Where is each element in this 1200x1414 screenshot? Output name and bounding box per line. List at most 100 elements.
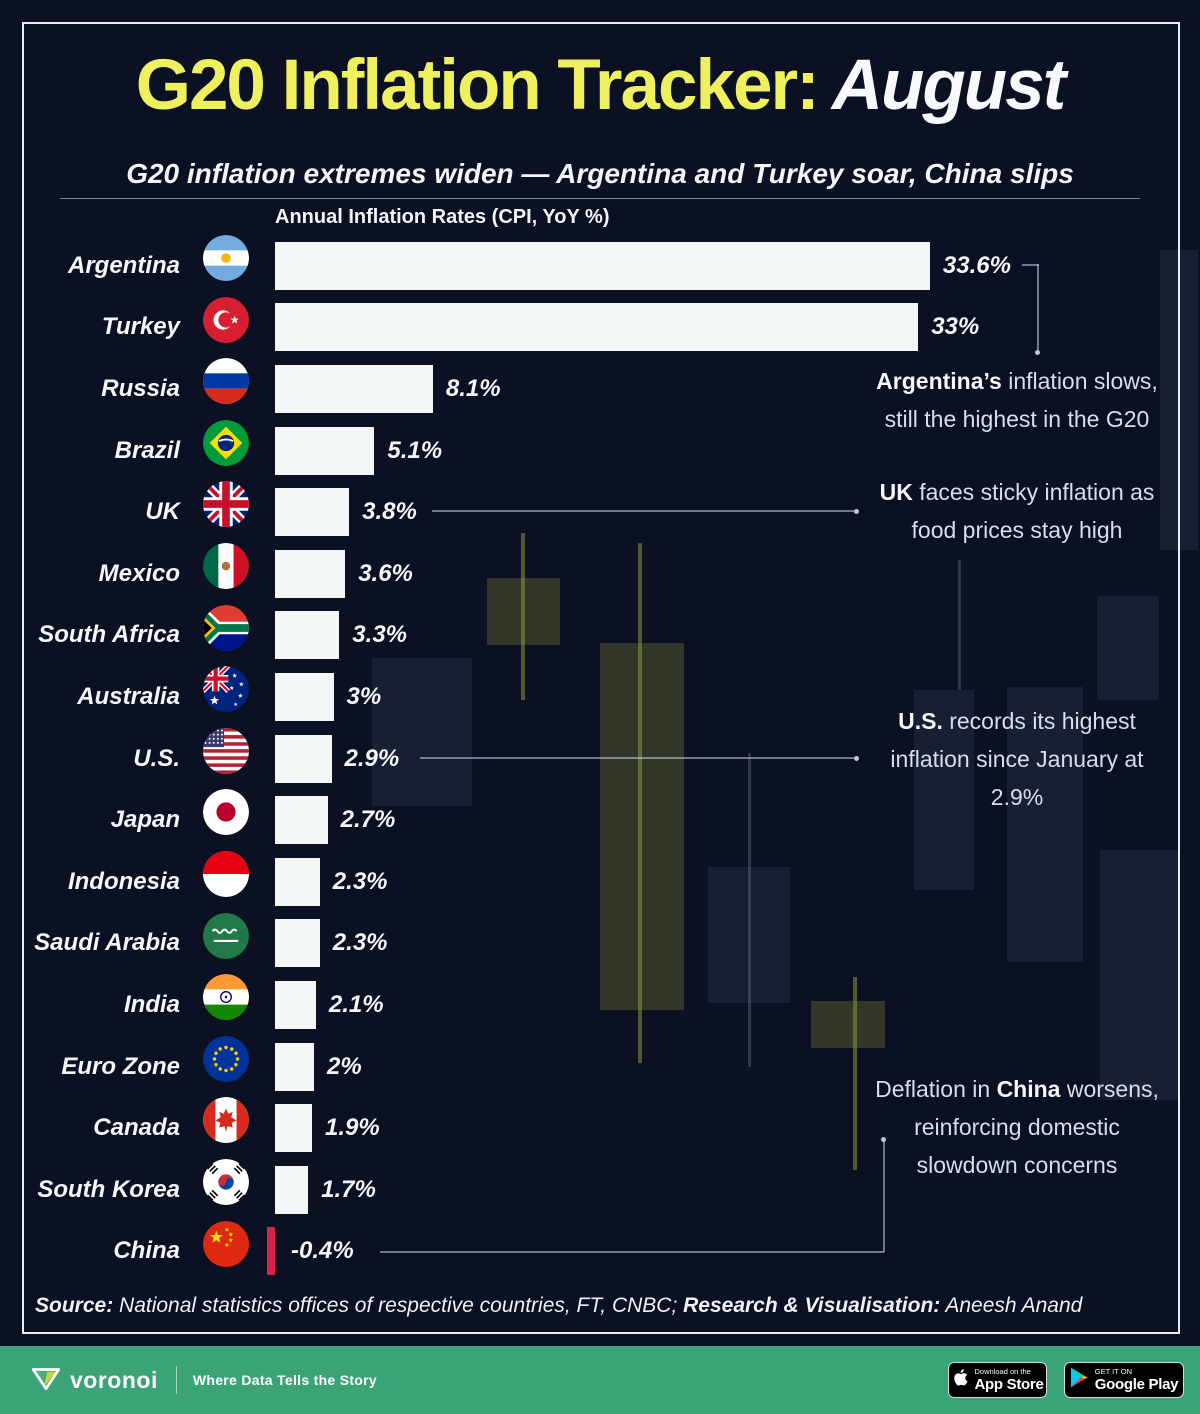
- country-label: India: [123, 990, 180, 1018]
- google-play-badge[interactable]: GET IT ON Google Play: [1064, 1362, 1184, 1398]
- google-play-logo-icon: [1070, 1367, 1089, 1393]
- voronoi-logo-icon: [30, 1364, 62, 1397]
- annotation-leader-line: [1022, 264, 1039, 266]
- annotation-argentina: Argentina’s inflation slows, still the hi…: [876, 368, 1158, 432]
- south-korea-flag-icon: [203, 1159, 249, 1205]
- country-label: Saudi Arabia: [34, 929, 180, 957]
- inflation-bar: [275, 1165, 309, 1214]
- country-label: Argentina: [67, 251, 180, 279]
- value-label: 3.8%: [362, 498, 417, 526]
- country-label: Japan: [110, 806, 180, 834]
- country-label: Indonesia: [67, 867, 180, 895]
- euro-zone-flag-icon: [203, 1035, 249, 1082]
- value-label: 33%: [931, 313, 980, 341]
- russia-flag-icon: [203, 358, 249, 405]
- inflation-bar: [275, 857, 320, 906]
- chart-row: China -0.4%: [0, 1220, 1200, 1283]
- negative-inflation-bar: [267, 1227, 275, 1276]
- chart-row: Euro Zone 2%: [0, 1035, 1200, 1098]
- inflation-bar: [275, 549, 346, 598]
- value-label: 1.7%: [321, 1175, 376, 1203]
- value-label: 1.9%: [325, 1114, 380, 1142]
- footer-divider: [175, 1366, 177, 1394]
- google-play-badge-big-text: Google Play: [1094, 1376, 1179, 1394]
- value-label: 2.3%: [332, 867, 388, 895]
- value-label: 3.3%: [352, 621, 407, 649]
- canada-flag-icon: [203, 1097, 249, 1144]
- annotation-leader-line: [380, 1251, 884, 1253]
- chart-row: Australia 3%: [0, 666, 1200, 728]
- chart-row: India 2.1%: [0, 974, 1200, 1036]
- source-label: Source:: [35, 1294, 114, 1317]
- page-title-yellow: G20 Inflation Tracker:: [135, 46, 820, 125]
- inflation-bar: [275, 488, 350, 537]
- country-label: Turkey: [101, 313, 180, 341]
- brand-name: voronoi: [70, 1366, 158, 1393]
- leader-dot: [881, 1137, 886, 1142]
- value-label: 2.3%: [332, 929, 388, 957]
- country-label: Australia: [77, 682, 180, 710]
- chart-row: Russia 8.1%: [0, 358, 1200, 420]
- chart-row: South Africa 3.3%: [0, 604, 1200, 667]
- footer-tagline: Where Data Tells the Story: [192, 1372, 377, 1388]
- japan-flag-icon: [203, 789, 249, 836]
- chart-row: UK 3.8%: [0, 481, 1200, 543]
- header-divider: [60, 198, 1140, 199]
- brazil-flag-icon: [203, 419, 249, 466]
- value-label: 3.6%: [358, 559, 413, 587]
- inflation-bar: [275, 303, 919, 352]
- page-title: G20 Inflation Tracker: August: [0, 50, 1200, 121]
- country-label: South Africa: [38, 621, 180, 649]
- country-label: Russia: [101, 374, 180, 402]
- source-line: Source: National statistics offices of r…: [35, 1294, 1082, 1318]
- country-label: UK: [145, 498, 180, 526]
- inflation-bar: [275, 364, 433, 413]
- app-store-badge-small-text: Download on the: [974, 1366, 1031, 1376]
- footer-bar: voronoi Where Data Tells the Story Downl…: [0, 1346, 1200, 1414]
- app-store-badge-big-text: App Store: [974, 1376, 1044, 1394]
- argentina-flag-icon: [203, 235, 249, 281]
- inflation-bar: [275, 980, 316, 1029]
- chart-row: South Korea 1.7%: [0, 1159, 1200, 1221]
- chart-row: Brazil 5.1%: [0, 419, 1200, 482]
- app-store-badge[interactable]: Download on the App Store: [948, 1362, 1047, 1398]
- south-africa-flag-icon: [203, 604, 249, 651]
- mexico-flag-icon: [203, 543, 249, 589]
- chart-row: Mexico 3.6%: [0, 543, 1200, 605]
- store-badges: Download on the App Store GET IT ON Goog…: [948, 1362, 1184, 1398]
- annotation-china: Deflation in China worsens, reinforcing d…: [875, 1076, 1159, 1178]
- annotation-leader-line: [432, 510, 854, 512]
- value-label: 3%: [346, 682, 382, 710]
- page-title-white: August: [831, 46, 1067, 125]
- value-label: 2.7%: [340, 806, 396, 834]
- chart-row: Japan 2.7%: [0, 789, 1200, 851]
- value-label: 33.6%: [942, 251, 1011, 279]
- uk-flag-icon: [203, 481, 249, 528]
- leader-dot: [854, 508, 859, 514]
- chart-row: Argentina 33.6%: [0, 235, 1200, 297]
- annotation-us: U.S. records its highest inflation since …: [890, 708, 1144, 810]
- google-play-badge-small-text: GET IT ON: [1094, 1366, 1133, 1376]
- australia-flag-icon: [203, 666, 249, 713]
- country-label: South Korea: [37, 1175, 180, 1203]
- country-label: Mexico: [98, 559, 180, 587]
- inflation-bar: [275, 734, 332, 783]
- chart-axis-title: Annual Inflation Rates (CPI, YoY %): [275, 206, 610, 228]
- value-label: 2%: [327, 1052, 362, 1080]
- apple-logo-icon: [952, 1367, 969, 1393]
- inflation-bar: [275, 1104, 312, 1153]
- inflation-bar: [275, 241, 930, 290]
- credit-label: Research & Visualisation:: [683, 1294, 941, 1317]
- value-label: 2.9%: [344, 744, 400, 772]
- country-label: China: [113, 1237, 180, 1265]
- value-label: 8.1%: [445, 374, 501, 402]
- us-flag-icon: [203, 727, 249, 774]
- source-text: National statistics offices of respectiv…: [113, 1294, 684, 1317]
- chart-row: Indonesia 2.3%: [0, 851, 1200, 913]
- value-label: 5.1%: [387, 436, 443, 464]
- chart-row: U.S. 2.9%: [0, 727, 1200, 790]
- india-flag-icon: [203, 974, 249, 1021]
- leader-dot: [854, 755, 859, 761]
- chart-row: Turkey 33%: [0, 296, 1200, 359]
